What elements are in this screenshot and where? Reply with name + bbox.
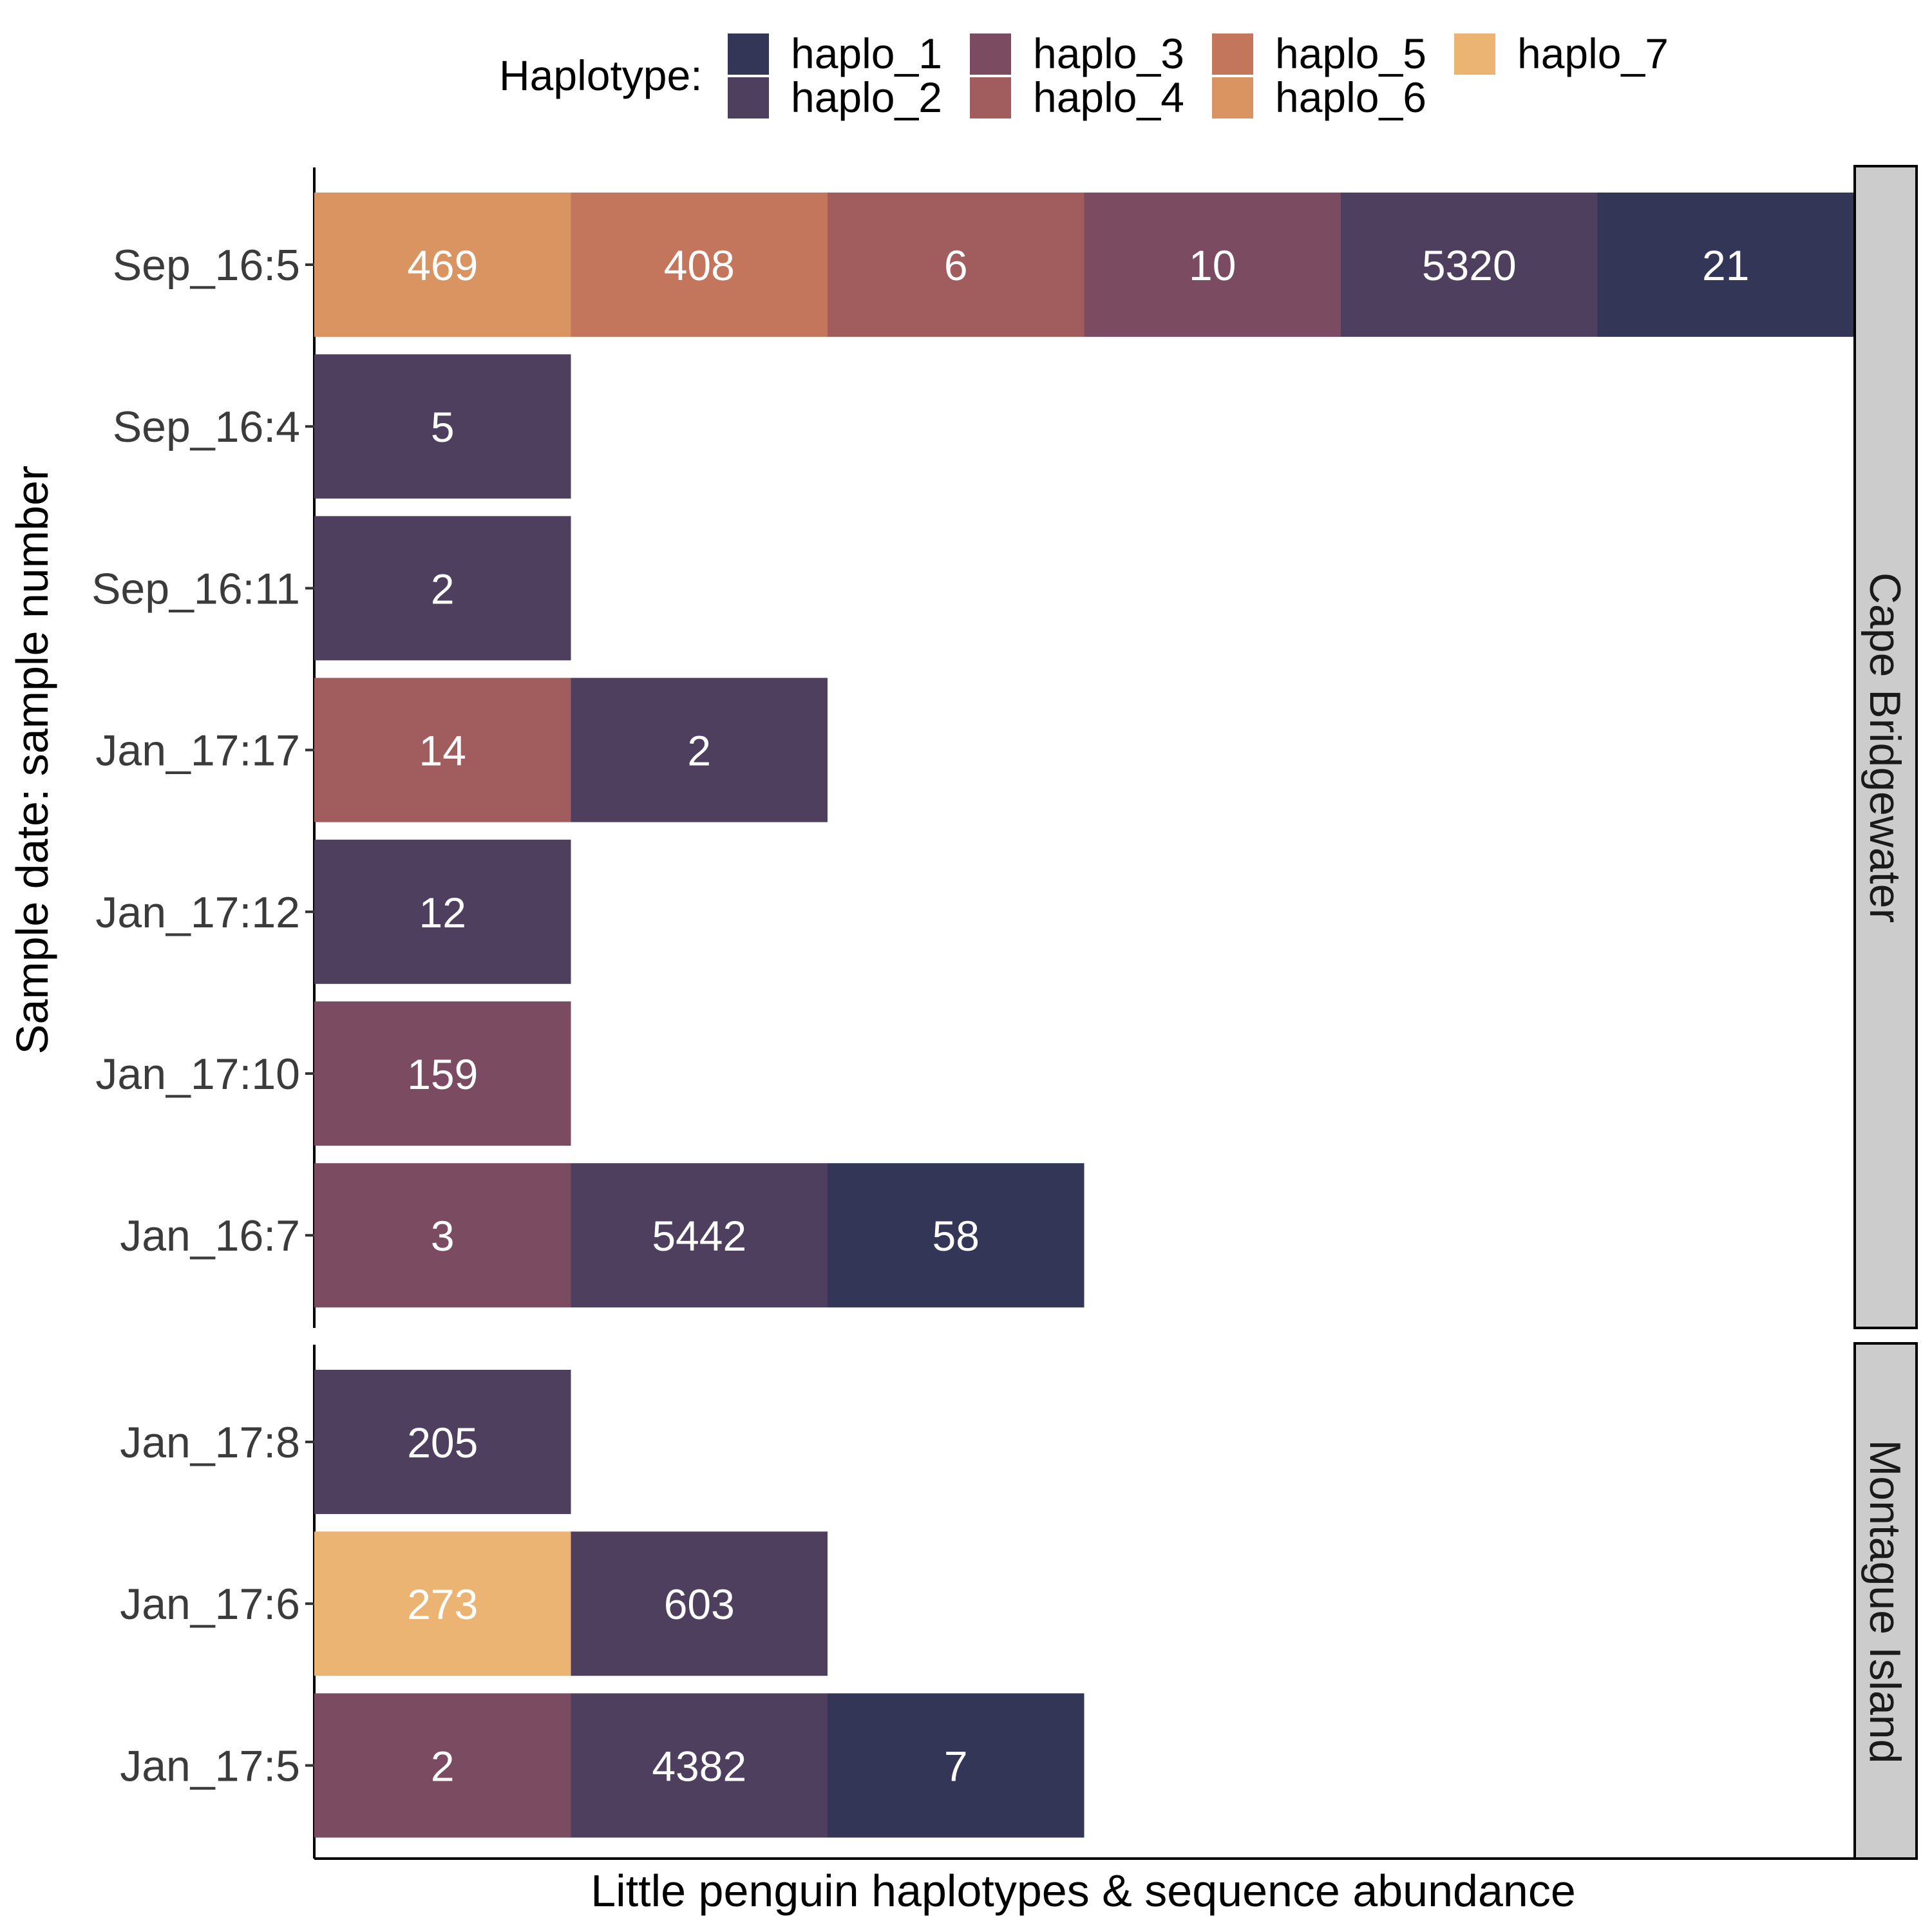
legend-key-haplo-3 (970, 33, 1011, 75)
bar-value-label: 21 (1702, 242, 1749, 289)
legend-entry-haplo-2: haplo_2 (728, 73, 942, 121)
bar-row: Jan_17:10 159 (95, 1001, 571, 1146)
bar-value-label: 14 (419, 727, 466, 775)
bar-value-label: 2 (687, 727, 711, 775)
bar-value-label: 58 (933, 1212, 980, 1260)
legend-label-haplo-4: haplo_4 (1033, 73, 1184, 121)
legend-key-haplo-5 (1212, 33, 1253, 75)
bar-value-label: 273 (407, 1580, 478, 1628)
facet-strip-background (1853, 1342, 1918, 1860)
legend-key-haplo-1 (728, 33, 769, 75)
bar-segment-haplo-2 (571, 1531, 828, 1676)
bar-segment-haplo-2 (571, 1163, 828, 1308)
facet-panel-cape-bridgewater: Sep_16:5 469 408 6 10 5320 21 Sep_16:4 5 Sep_16:1… (91, 165, 1918, 1329)
bar-value-label: 6 (944, 242, 968, 289)
bar-value-label: 408 (664, 242, 735, 289)
legend-entry-haplo-4: haplo_4 (970, 73, 1184, 121)
bar-row: Jan_17:8 205 (120, 1370, 571, 1514)
legend-key-haplo-7 (1454, 33, 1495, 75)
bar-segment-haplo-3 (314, 1693, 571, 1838)
bar-segment-haplo-1 (1597, 193, 1854, 337)
y-tick-label: Sep_16:5 (113, 241, 300, 290)
bar-segment-haplo-7 (314, 1531, 571, 1676)
bar-segment-haplo-6 (314, 193, 571, 337)
bar-value-label: 3 (431, 1212, 455, 1260)
legend-key-haplo-4 (970, 77, 1011, 118)
facet-strip: Cape Bridgewater (1853, 165, 1918, 1329)
bar-segment-haplo-3 (314, 1001, 571, 1146)
bar-segment-haplo-4 (314, 677, 571, 822)
bar-value-label: 5442 (652, 1212, 746, 1260)
legend-entry-haplo-3: haplo_3 (970, 30, 1184, 77)
bar-segment-haplo-3 (314, 1163, 571, 1308)
bar-row: Jan_17:6 273 603 (120, 1531, 828, 1676)
legend-label-haplo-1: haplo_1 (791, 30, 942, 77)
legend-label-haplo-5: haplo_5 (1275, 30, 1426, 77)
legend-key-haplo-2 (728, 77, 769, 118)
bar-segment-haplo-2 (314, 1370, 571, 1514)
bar-value-label: 159 (407, 1050, 478, 1098)
bar-segment-haplo-5 (571, 193, 828, 337)
y-tick-label: Sep_16:4 (113, 402, 300, 451)
bar-value-label: 7 (944, 1742, 968, 1790)
bar-value-label: 5 (431, 403, 455, 451)
facet-strip: Montague Island (1853, 1342, 1918, 1860)
bar-value-label: 469 (407, 242, 478, 289)
facet-strip-label: Montague Island (1861, 1440, 1909, 1764)
bar-segment-haplo-2 (571, 677, 828, 822)
bar-segment-haplo-2 (314, 839, 571, 984)
y-axis-title: Sample date: sample number (7, 466, 57, 1054)
bar-value-label: 4382 (652, 1742, 746, 1790)
y-tick-label: Sep_16:11 (91, 564, 300, 613)
bar-segment-haplo-1 (828, 1163, 1084, 1308)
y-tick-label: Jan_16:7 (120, 1211, 300, 1260)
y-tick-label: Jan_17:17 (95, 726, 300, 775)
legend-label-haplo-6: haplo_6 (1275, 73, 1426, 121)
facet-strip-background (1853, 165, 1918, 1329)
bar-segment-haplo-2 (1341, 193, 1598, 337)
legend-entry-haplo-7: haplo_7 (1454, 30, 1669, 77)
facet-panel-montague-island: Jan_17:8 205 Jan_17:6 273 603 Jan_17:5 2 4382 7 M… (120, 1342, 1918, 1860)
legend-entry-haplo-1: haplo_1 (728, 30, 942, 77)
y-tick-label: Jan_17:8 (120, 1418, 300, 1467)
bar-value-label: 2 (431, 1742, 455, 1790)
bar-segment-haplo-3 (1084, 193, 1341, 337)
legend-label-haplo-7: haplo_7 (1517, 30, 1669, 77)
x-axis-title: Little penguin haplotypes & sequence abu… (591, 1866, 1576, 1916)
bar-segment-haplo-2 (314, 354, 571, 499)
chart-panels: Sep_16:5 469 408 6 10 5320 21 Sep_16:4 5 Sep_16:1… (91, 165, 1918, 1860)
bar-value-label: 5320 (1422, 242, 1517, 289)
facet-strip-label: Cape Bridgewater (1861, 573, 1909, 923)
y-tick-label: Jan_17:12 (95, 888, 300, 937)
bar-value-label: 12 (419, 889, 466, 936)
bar-row: Jan_16:7 3 5442 58 (120, 1163, 1084, 1308)
legend-entry-haplo-6: haplo_6 (1212, 73, 1426, 121)
y-tick-label: Jan_17:5 (120, 1741, 300, 1790)
bar-row: Sep_16:11 2 (91, 516, 571, 661)
bar-row: Sep_16:5 469 408 6 10 5320 21 (113, 193, 1854, 337)
legend-entry-haplo-5: haplo_5 (1212, 30, 1426, 77)
legend-title: Haplotype: (499, 52, 703, 99)
y-tick-label: Jan_17:6 (120, 1580, 300, 1629)
bar-value-label: 603 (664, 1580, 735, 1628)
bar-row: Jan_17:5 2 4382 7 (120, 1693, 1084, 1838)
y-tick-label: Jan_17:10 (95, 1050, 300, 1099)
bar-value-label: 205 (407, 1419, 478, 1466)
bar-row: Jan_17:17 14 2 (95, 677, 828, 822)
bar-segment-haplo-2 (571, 1693, 828, 1838)
bar-row: Sep_16:4 5 (113, 354, 571, 499)
bar-segment-haplo-2 (314, 516, 571, 661)
bar-row: Jan_17:12 12 (95, 839, 571, 984)
legend-label-haplo-3: haplo_3 (1033, 30, 1184, 77)
legend-key-haplo-6 (1212, 77, 1253, 118)
bar-value-label: 2 (431, 565, 455, 612)
legend-label-haplo-2: haplo_2 (791, 73, 942, 121)
bar-value-label: 10 (1189, 242, 1236, 289)
bar-segment-haplo-1 (828, 1693, 1084, 1838)
bar-segment-haplo-4 (828, 193, 1084, 337)
